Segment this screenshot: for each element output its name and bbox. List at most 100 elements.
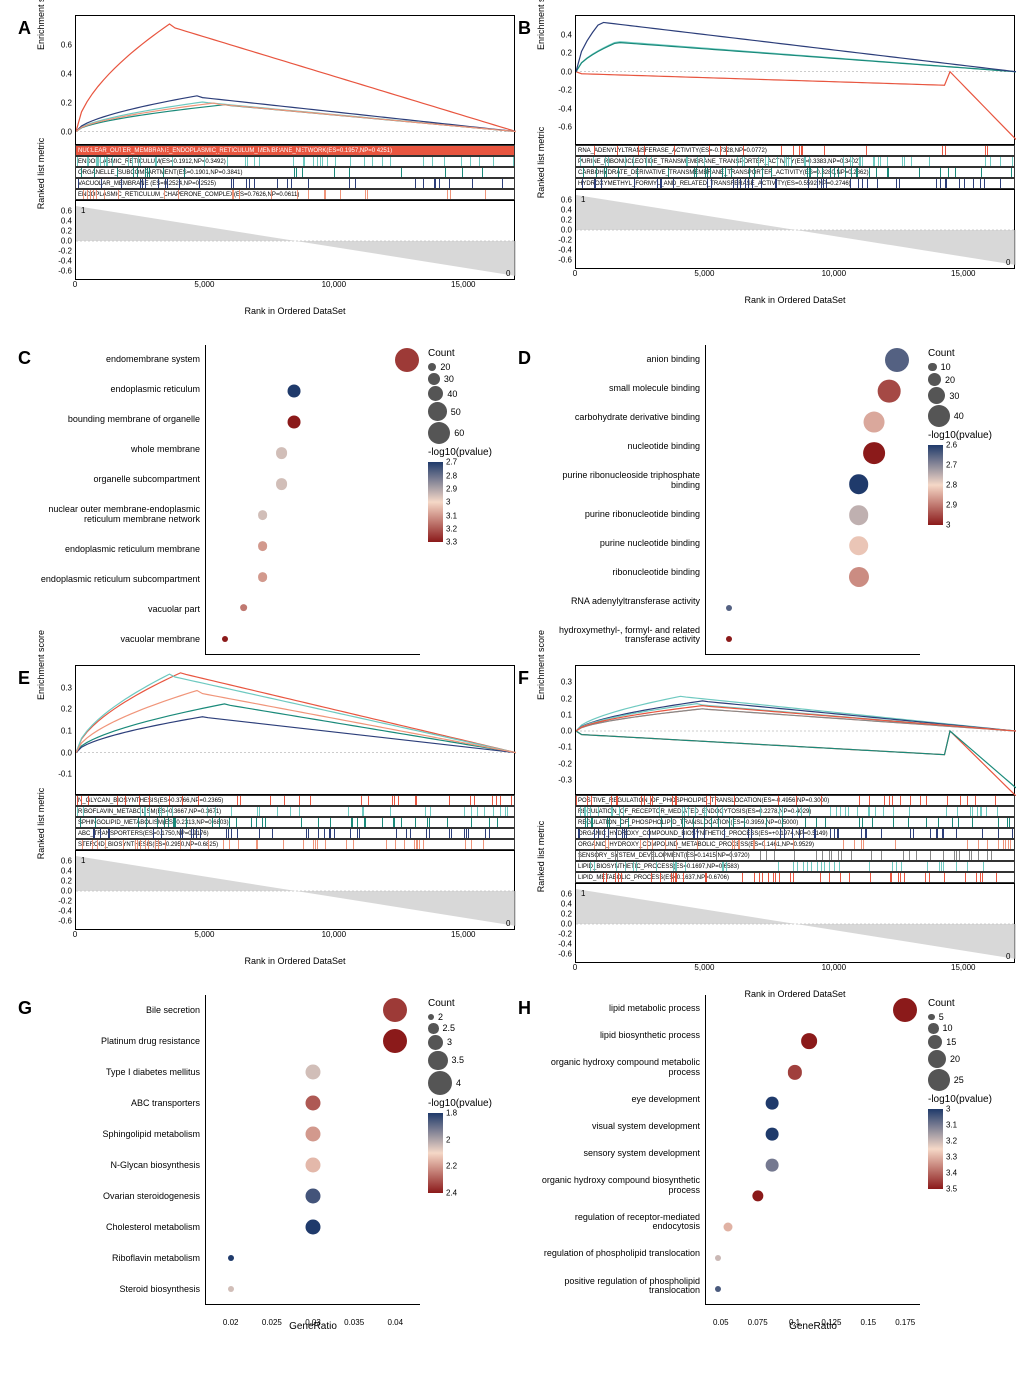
legend-color-title: -log10(pvalue) [928,1094,1015,1105]
legend-size-item: 25 [928,1069,1015,1091]
legend-color-title: -log10(pvalue) [428,447,515,458]
panel-label: D [518,348,531,369]
dot-ylabel: Steroid biosynthesis [35,1285,200,1295]
geneset-bar: ORGANIC_HYDROXY_COMPOUND_BIOSYNTHETIC_PR… [575,828,1015,839]
geneset-bar: NUCLEAR_OUTER_MEMBRANE_ENDOPLASMIC_RETIC… [75,145,515,156]
geneset-bar: ORGANELLE_SUBCOMPARTMENT(ES=0.1901,NP=0.… [75,167,515,178]
geneset-bar: ORGANIC_HYDROXY_COMPOUND_METABOLIC_PROCE… [575,839,1015,850]
legend-size-item: 5 [928,1012,1015,1022]
dot-ylabel: endomembrane system [35,355,200,365]
legend-count-title: Count [928,348,1015,359]
legend-size-item: 60 [428,422,515,444]
dot-ylabel: lipid biosynthetic process [535,1031,700,1041]
panel-label: F [518,668,529,689]
dot-point [893,998,917,1022]
dot-ylabel: Platinum drug resistance [35,1037,200,1047]
dot-ylabel: eye development [535,1095,700,1105]
dot-point [715,1286,721,1292]
panel-label: A [18,18,31,39]
geneset-bar: PURINE_RIBONUCLEOTIDE_TRANSMEMBRANE_TRAN… [575,156,1015,167]
geneset-bars: RNA_ADENYLYLTRANSFERASE_ACTIVITY(ES=-0.7… [575,145,1015,189]
dot-ylabel: purine ribonucleoside triphosphate bindi… [535,471,700,491]
rank-ylabel: Ranked list metric [536,127,546,199]
svg-text:0: 0 [1006,952,1011,961]
legend-size-item: 20 [928,373,1015,386]
gsea-plot: Enrichment score -0.3-0.2-0.10.00.10.20.… [535,665,1015,985]
dot-point [766,1159,779,1172]
svg-text:1: 1 [81,856,86,865]
legend-size-item: 3.5 [428,1051,515,1071]
dot-ylabel: Ovarian steroidogenesis [35,1192,200,1202]
dot-point [228,1255,234,1261]
dot-plot: endomembrane systemendoplasmic reticulum… [35,345,515,655]
dot-ylabel: bounding membrane of organelle [35,415,200,425]
dot-ylabel: organelle subcompartment [35,475,200,485]
dot-legend: Count 10203040 -log10(pvalue) 2.62.72.82… [920,345,1015,655]
dot-ylabel: carbohydrate derivative binding [535,413,700,423]
dot-ylabel: Type I diabetes mellitus [35,1068,200,1078]
dot-point [306,1157,321,1172]
svg-text:1: 1 [81,206,86,215]
dot-area: 0.050.10.150.20.250.30.35 GeneRatio [205,345,420,655]
gsea-plot: Enrichment score 0.00.20.40.6 NUCLEAR_OU… [35,15,515,335]
panel-label: E [18,668,30,689]
dot-ylabel: Bile secretion [35,1006,200,1016]
dot-ylabel: lipid metabolic process [535,1004,700,1014]
dot-ylabel: organic hydroxy compound metabolic proce… [535,1058,700,1078]
dot-ylabel: positive regulation of phospholipid tran… [535,1277,700,1297]
dot-point [240,604,248,612]
dot-ylabels: lipid metabolic process lipid biosyntheti… [535,995,705,1305]
legend-color-title: -log10(pvalue) [928,430,1015,441]
legend-size-item: 30 [428,373,515,385]
panel-label: C [18,348,31,369]
dot-point [258,541,268,551]
xlabel: Rank in Ordered DataSet [575,295,1015,305]
legend-count-title: Count [428,348,515,359]
geneset-bars: N_GLYCAN_BIOSYNTHESIS(ES=0.3766,NP=0.236… [75,795,515,850]
geneset-bar: REGULATION_OF_PHOSPHOLIPID_TRANSLOCATION… [575,817,1015,828]
svg-text:1: 1 [581,889,586,898]
svg-text:1: 1 [581,195,586,204]
dot-xlabel: GeneRatio [289,1321,337,1332]
geneset-bar: RNA_ADENYLYLTRANSFERASE_ACTIVITY(ES=-0.7… [575,145,1015,156]
dot-area: 00.050.10.150.20.25 GeneRatio [705,345,920,655]
dot-ylabel: anion binding [535,355,700,365]
dot-point [306,1219,321,1234]
legend-size-item: 50 [428,402,515,421]
dot-point [849,536,869,556]
geneset-bar: SPHINGOLIPID_METABOLISM(ES=0.2313,NP=0.6… [75,817,515,828]
legend-size-item: 30 [928,387,1015,404]
dot-area: 0.020.0250.030.0350.04 GeneRatio [205,995,420,1305]
dot-ylabel: visual system development [535,1122,700,1132]
geneset-bars: POSITIVE_REGULATION_OF_PHOSPHOLIPID_TRAN… [575,795,1015,883]
dot-point [383,1029,407,1053]
dot-ylabel: RNA adenylyltransferase activity [535,597,700,607]
legend-size-item: 10 [928,362,1015,372]
geneset-bar: HYDROXYMETHYL_FORMYL_AND_RELATED_TRANSFE… [575,178,1015,189]
rank-plot: Ranked list metric -0.6-0.4-0.20.00.20.4… [75,200,515,280]
panel-label: H [518,998,531,1019]
dot-ylabel: regulation of receptor-mediated endocyto… [535,1213,700,1233]
geneset-bar: RIBOFLAVIN_METABOLISM(ES=0.3667,NP=0.367… [75,806,515,817]
dot-point [222,636,228,642]
dot-ylabel: purine nucleotide binding [535,539,700,549]
dot-plot: Bile secretion Platinum drug resistance Ty… [35,995,515,1305]
rank-ylabel: Ranked list metric [36,788,46,860]
es-ylabel: Enrichment score [536,0,546,50]
dot-ylabel: sensory system development [535,1149,700,1159]
dot-plot: lipid metabolic process lipid biosyntheti… [535,995,1015,1305]
dot-point [864,412,885,433]
dot-point [787,1065,801,1079]
dot-ylabel: nucleotide binding [535,442,700,452]
gsea-plot: Enrichment score -0.10.00.10.20.3 N_GLYC… [35,665,515,985]
dot-ylabel: ribonucleotide binding [535,568,700,578]
rank-plot: Ranked list metric -0.6-0.4-0.20.00.20.4… [575,883,1015,963]
dot-point [306,1127,321,1142]
dot-ylabel: hydroxymethyl-, formyl- and related tran… [535,626,700,646]
dot-ylabel: vacuolar part [35,605,200,615]
legend-count-title: Count [428,998,515,1009]
enrichment-score-plot: Enrichment score -0.10.00.10.20.3 [75,665,515,795]
rank-ylabel: Ranked list metric [536,821,546,893]
rank-plot: Ranked list metric -0.6-0.4-0.20.00.20.4… [575,189,1015,269]
colorbar: 1.822.22.4 [428,1113,443,1193]
